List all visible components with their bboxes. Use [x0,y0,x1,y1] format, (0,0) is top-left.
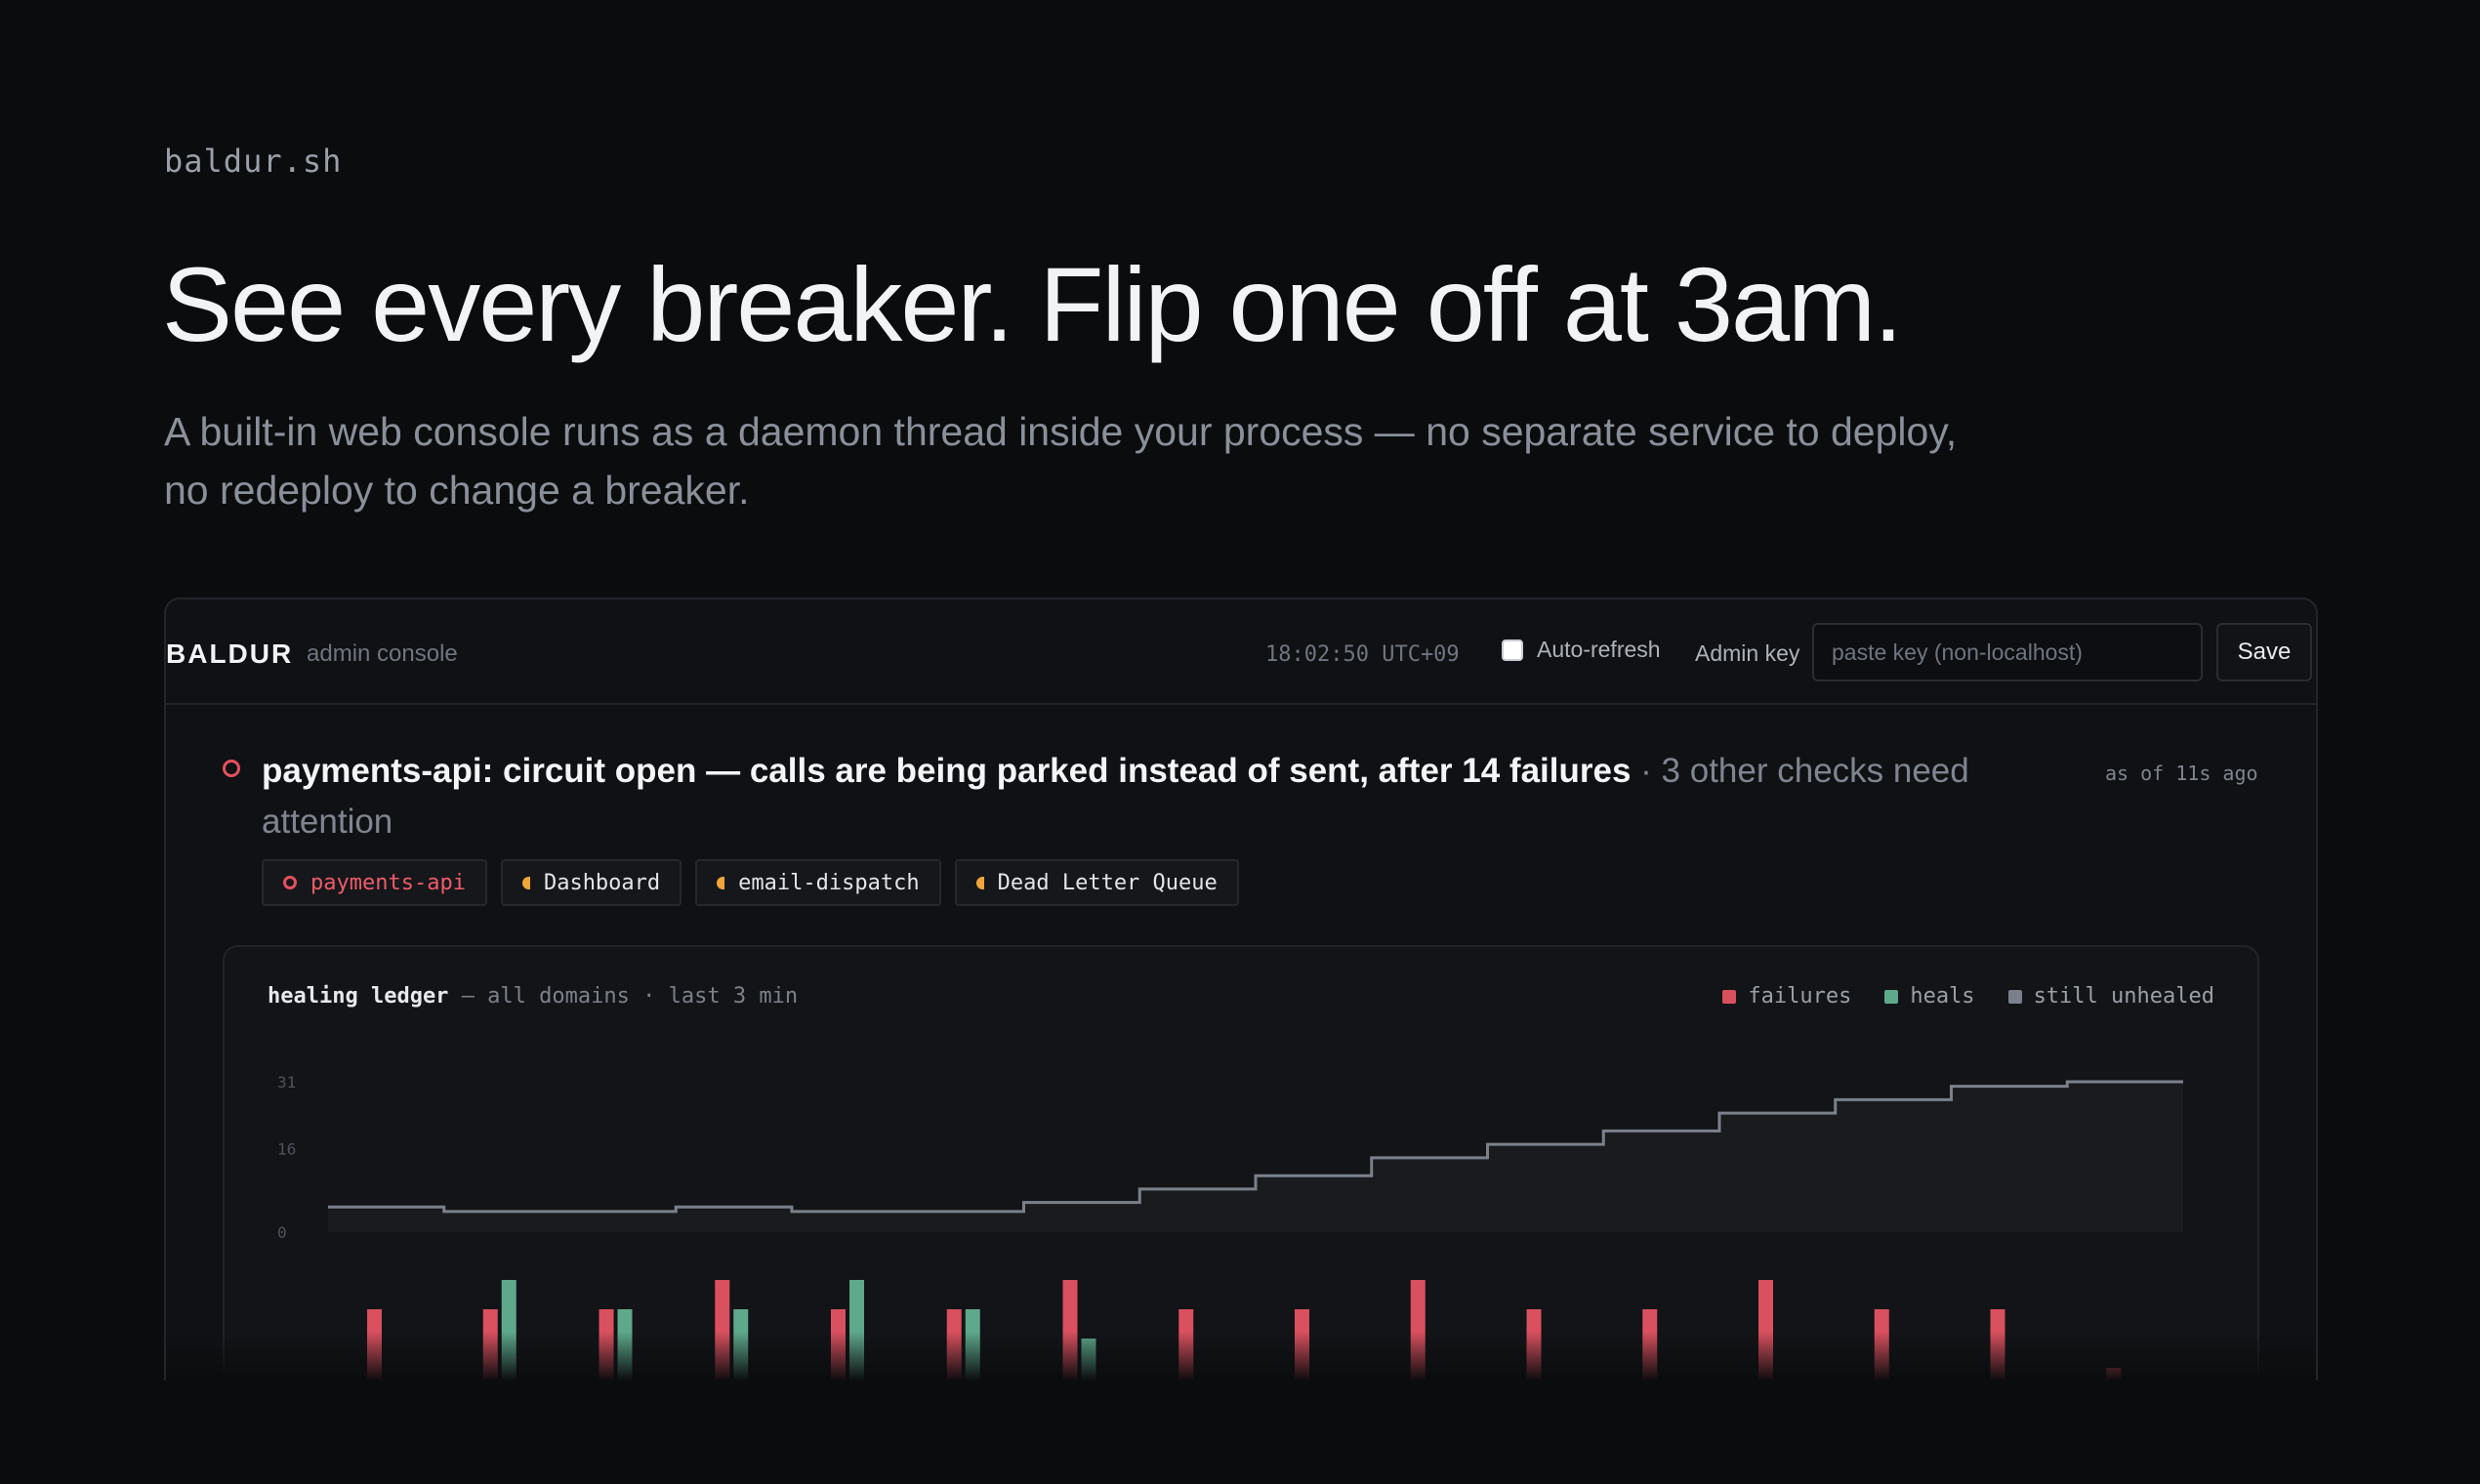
healing-ledger-chart: 0 16 31 [277,1073,2183,1381]
legend-swatch-still-unhealed [2007,989,2022,1004]
legend-failures: failures [1722,984,1851,1009]
heal-bar [617,1309,633,1381]
legend-label: heals [1910,984,1975,1009]
alert-text: payments-api: circuit open — calls are b… [262,746,1970,847]
chip-dead-letter-queue[interactable]: Dead Letter Queue [954,859,1239,906]
legend-label: still unhealed [2033,984,2214,1009]
alert-comma: , [1359,752,1369,790]
chip-email-dispatch[interactable]: email-dispatch [695,859,941,906]
open-circuit-icon [283,876,297,889]
console-clock: 18:02:50 UTC+09 [1265,642,1460,667]
heal-bar [1081,1339,1096,1381]
ledger-title-sub: — all domains · last 3 min [461,984,799,1009]
failure-bar [946,1309,962,1381]
hero-subhead: A built-in web console runs as a daemon … [164,409,1958,513]
open-circuit-icon [223,760,240,777]
half-open-icon [717,876,725,889]
chip-payments-api[interactable]: payments-api [262,859,487,906]
admin-key-label: Admin key [1695,640,1800,666]
alert-colon: : [481,752,494,790]
admin-console-window: BALDUR admin console 18:02:50 UTC+09 Aut… [164,598,2318,1381]
site-brand[interactable]: baldur.sh [164,143,343,180]
status-chips: payments-api Dashboard email-dispatch De… [262,859,1239,906]
heal-bar [501,1280,517,1381]
y-tick-label: 31 [277,1073,296,1092]
half-open-icon [975,876,984,889]
legend-still-unhealed: still unhealed [2007,984,2214,1009]
unhealed-area [328,1082,2183,1232]
heal-bar [965,1309,980,1381]
y-tick-label: 0 [277,1223,287,1242]
hero-headline: See every breaker. Flip one off at 3am. [162,245,1903,363]
alert-detail: after 14 failures [1378,752,1632,790]
ledger-title-main: healing ledger [268,984,449,1009]
y-tick-label: 16 [277,1140,296,1159]
auto-refresh-toggle[interactable]: Auto-refresh [1502,637,1661,663]
failure-bar [1990,1309,2005,1381]
ledger-title: healing ledger — all domains · last 3 mi… [268,984,798,1009]
failure-bar [2106,1368,2122,1381]
alert-other-checks: · 3 other checks need attention [262,752,1969,841]
save-button[interactable]: Save [2216,623,2312,681]
failure-bar [1178,1309,1194,1381]
failure-bar [831,1309,846,1381]
chip-label: Dead Letter Queue [997,870,1218,895]
admin-key-input[interactable] [1812,623,2203,681]
failure-bar [1062,1280,1078,1381]
auto-refresh-checkbox[interactable] [1502,639,1523,661]
failure-bar [1295,1309,1309,1381]
chip-dashboard[interactable]: Dashboard [500,859,682,906]
failure-bar [1526,1309,1542,1381]
legend-label: failures [1748,984,1852,1009]
healing-ledger-panel: healing ledger — all domains · last 3 mi… [223,945,2259,1381]
alert-service[interactable]: payments-api [262,752,482,790]
console-topbar: BALDUR admin console 18:02:50 UTC+09 Aut… [166,599,2316,705]
failure-bar [1642,1309,1658,1381]
unhealed-line [328,1080,2183,1214]
failure-bar [1874,1309,1889,1381]
legend-swatch-heals [1884,989,1899,1004]
alert-timestamp: as of 11s ago [2105,762,2258,785]
auto-refresh-label: Auto-refresh [1537,637,1661,662]
chip-label: email-dispatch [738,870,920,895]
failure-bar [1410,1280,1426,1381]
alert-message: circuit open — calls are being parked in… [503,752,1360,790]
failure-bar [482,1309,498,1381]
chip-label: payments-api [310,870,466,895]
failure-bar [367,1309,382,1381]
chart-legend: failures heals still unhealed [1722,984,2214,1009]
failure-bar [1758,1280,1773,1381]
legend-heals: heals [1884,984,1975,1009]
console-logo: BALDUR [166,639,294,669]
half-open-icon [521,876,530,889]
console-subtitle: admin console [307,640,458,667]
failure-bar [599,1309,614,1381]
chip-label: Dashboard [543,870,661,895]
failure-bar [715,1280,730,1381]
heal-bar [733,1309,749,1381]
legend-swatch-failures [1722,989,1737,1004]
heal-bar [849,1280,864,1381]
